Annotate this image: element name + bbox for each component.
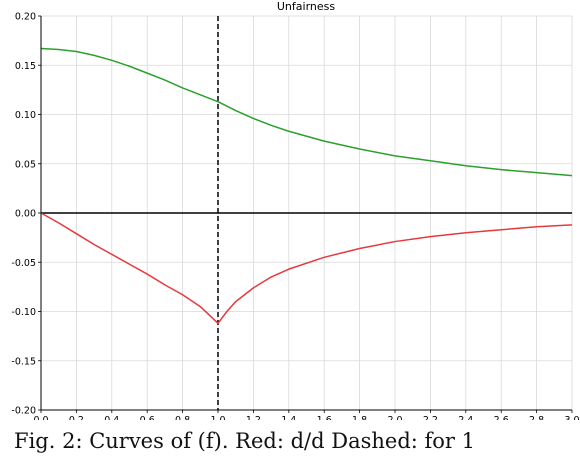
y-tick-label: 0.00 [15, 209, 36, 220]
y-tick-label: -0.10 [11, 307, 36, 318]
y-tick-labels: -0.20 -0.15 -0.10 -0.05 0.00 0.05 0.10 0.15 0.20 [11, 12, 36, 417]
x-tick-label: 0.6 [140, 415, 155, 420]
y-tick-label: -0.05 [11, 258, 36, 269]
x-tick-label: 2.8 [529, 415, 544, 420]
x-tick-label: 0.2 [69, 415, 84, 420]
x-tick-label: 2.2 [423, 415, 438, 420]
x-tick-label: 1.4 [281, 415, 296, 420]
x-tick-label: 1.8 [352, 415, 367, 420]
x-tick-label: 1.0 [210, 415, 225, 420]
axes [38, 15, 573, 413]
x-tick-label: 1.6 [317, 415, 332, 420]
y-tick-label: 0.10 [15, 110, 36, 121]
y-tick-label: 0.20 [15, 12, 36, 23]
y-tick-label: -0.15 [11, 356, 36, 367]
x-tick-label: 0.4 [104, 415, 119, 420]
reference-lines [41, 16, 572, 410]
figure-caption: Fig. 2: Curves of (f). Red: d/d Dashed: … [14, 429, 476, 453]
x-tick-label: 2.4 [458, 415, 473, 420]
unfairness-chart: Unfairness 0.0 0.2 0.4 0.6 0.8 1.0 1.2 1.4 1.6 1.… [11, 0, 579, 420]
x-tick-label: 0.0 [33, 415, 48, 420]
x-tick-labels: 0.0 0.2 0.4 0.6 0.8 1.0 1.2 1.4 1.6 1.8 2.0 2.2 2.4 2… [33, 415, 579, 420]
x-tick-label: 0.8 [175, 415, 190, 420]
y-tick-label: -0.20 [11, 406, 36, 417]
green-series-line [40, 47, 573, 177]
y-tick-label: 0.15 [15, 61, 36, 72]
x-tick-label: 2.6 [494, 415, 509, 420]
x-tick-label: 1.2 [246, 415, 261, 420]
series-group [40, 47, 573, 325]
x-tick-label: 3.0 [564, 415, 579, 420]
chart-title: Unfairness [277, 0, 335, 13]
x-tick-label: 2.0 [387, 415, 402, 420]
red-series-line [40, 212, 573, 325]
y-tick-label: 0.05 [15, 159, 36, 170]
